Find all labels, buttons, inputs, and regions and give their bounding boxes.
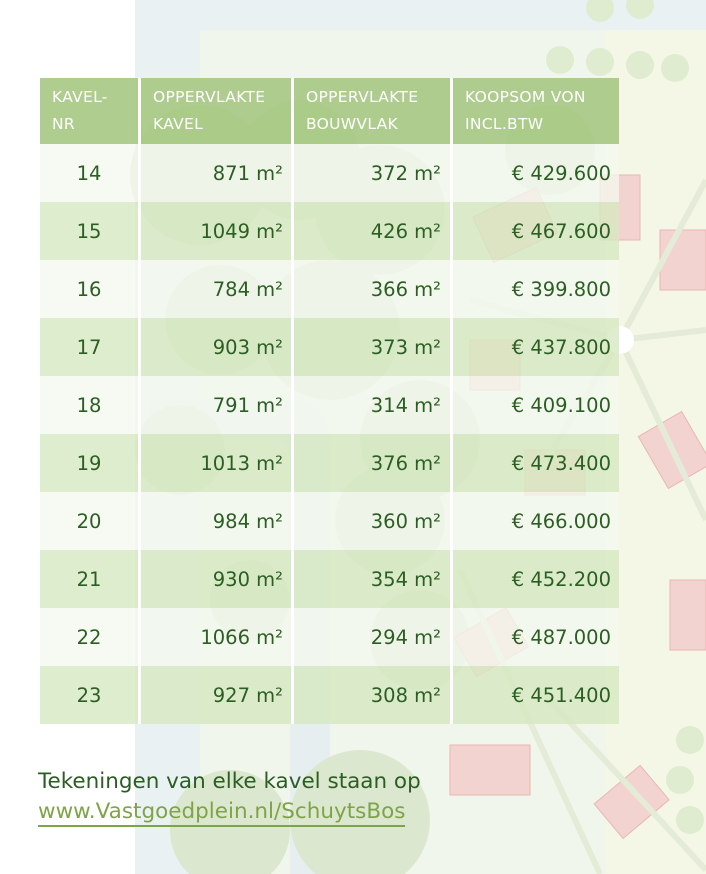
cell-oppervlakte-bouwvlak: 354 m² [294, 550, 453, 608]
cell-oppervlakte-bouwvlak: 308 m² [294, 666, 453, 724]
table-row: 18 791 m² 314 m² € 409.100 [40, 376, 619, 434]
cell-oppervlakte-bouwvlak: 360 m² [294, 492, 453, 550]
cell-koopsom: € 429.600 [453, 144, 619, 202]
cell-oppervlakte-kavel: 1013 m² [141, 434, 294, 492]
cell-oppervlakte-bouwvlak: 372 m² [294, 144, 453, 202]
cell-oppervlakte-bouwvlak: 376 m² [294, 434, 453, 492]
cell-oppervlakte-kavel: 984 m² [141, 492, 294, 550]
cell-kavel-nr: 23 [40, 666, 141, 724]
table-row: 17 903 m² 373 m² € 437.800 [40, 318, 619, 376]
cell-kavel-nr: 19 [40, 434, 141, 492]
cell-oppervlakte-bouwvlak: 426 m² [294, 202, 453, 260]
footer-note: Tekeningen van elke kavel staan op www.V… [38, 767, 421, 827]
table-row: 20 984 m² 360 m² € 466.000 [40, 492, 619, 550]
cell-koopsom: € 467.600 [453, 202, 619, 260]
cell-koopsom: € 409.100 [453, 376, 619, 434]
cell-oppervlakte-kavel: 903 m² [141, 318, 294, 376]
cell-oppervlakte-kavel: 784 m² [141, 260, 294, 318]
cell-koopsom: € 437.800 [453, 318, 619, 376]
cell-oppervlakte-bouwvlak: 314 m² [294, 376, 453, 434]
header-koopsom: KOOPSOM VON INCL.BTW [453, 78, 619, 144]
cell-koopsom: € 466.000 [453, 492, 619, 550]
table-row: 19 1013 m² 376 m² € 473.400 [40, 434, 619, 492]
vastgoedplein-link[interactable]: www.Vastgoedplein.nl/SchuytsBos [38, 799, 406, 827]
table-row: 22 1066 m² 294 m² € 487.000 [40, 608, 619, 666]
table-row: 15 1049 m² 426 m² € 467.600 [40, 202, 619, 260]
cell-kavel-nr: 21 [40, 550, 141, 608]
cell-oppervlakte-bouwvlak: 294 m² [294, 608, 453, 666]
footer-line: Tekeningen van elke kavel staan op [38, 769, 421, 794]
cell-oppervlakte-kavel: 1066 m² [141, 608, 294, 666]
cell-oppervlakte-bouwvlak: 373 m² [294, 318, 453, 376]
cell-koopsom: € 451.400 [453, 666, 619, 724]
header-kavel-nr: KAVEL- NR [40, 78, 141, 144]
table-header-row: KAVEL- NR OPPERVLAKTE KAVEL OPPERVLAKTE BOU… [40, 78, 619, 144]
cell-kavel-nr: 14 [40, 144, 141, 202]
cell-oppervlakte-kavel: 871 m² [141, 144, 294, 202]
cell-koopsom: € 473.400 [453, 434, 619, 492]
table-row: 14 871 m² 372 m² € 429.600 [40, 144, 619, 202]
cell-kavel-nr: 16 [40, 260, 141, 318]
table-row: 16 784 m² 366 m² € 399.800 [40, 260, 619, 318]
cell-koopsom: € 452.200 [453, 550, 619, 608]
header-oppervlakte-kavel: OPPERVLAKTE KAVEL [141, 78, 294, 144]
cell-kavel-nr: 17 [40, 318, 141, 376]
header-oppervlakte-bouwvlak: OPPERVLAKTE BOUWVLAK [294, 78, 453, 144]
table-row: 21 930 m² 354 m² € 452.200 [40, 550, 619, 608]
cell-kavel-nr: 18 [40, 376, 141, 434]
kavel-price-table: KAVEL- NR OPPERVLAKTE KAVEL OPPERVLAKTE BOU… [40, 78, 619, 724]
cell-kavel-nr: 22 [40, 608, 141, 666]
cell-kavel-nr: 20 [40, 492, 141, 550]
cell-koopsom: € 399.800 [453, 260, 619, 318]
cell-oppervlakte-kavel: 791 m² [141, 376, 294, 434]
cell-koopsom: € 487.000 [453, 608, 619, 666]
cell-oppervlakte-bouwvlak: 366 m² [294, 260, 453, 318]
cell-oppervlakte-kavel: 927 m² [141, 666, 294, 724]
cell-oppervlakte-kavel: 930 m² [141, 550, 294, 608]
cell-oppervlakte-kavel: 1049 m² [141, 202, 294, 260]
table-row: 23 927 m² 308 m² € 451.400 [40, 666, 619, 724]
cell-kavel-nr: 15 [40, 202, 141, 260]
